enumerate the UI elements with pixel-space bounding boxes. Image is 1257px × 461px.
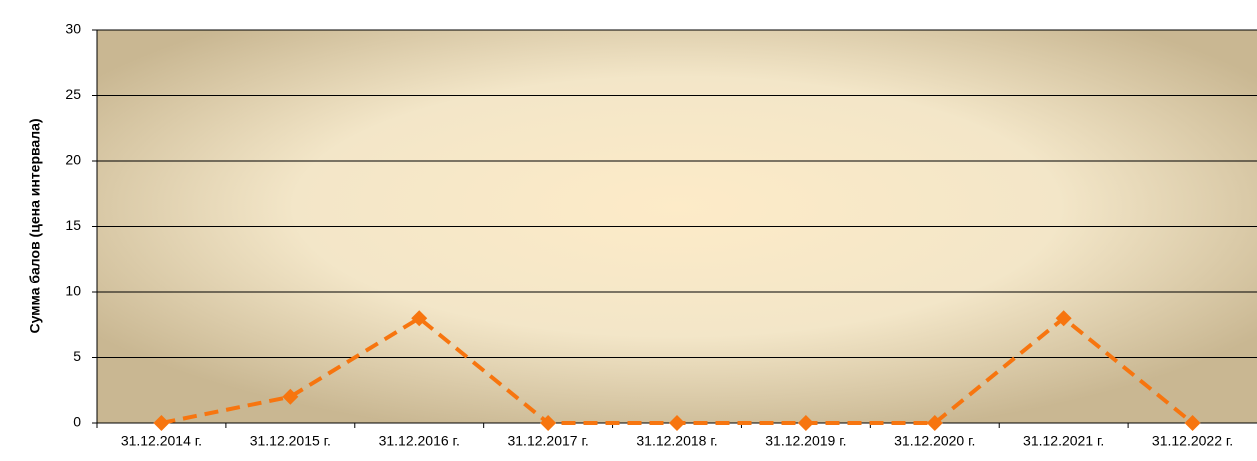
y-tick-label: 10 [65, 283, 81, 299]
y-tick-label: 25 [65, 86, 81, 102]
x-tick-label: 31.12.2021 г. [1023, 433, 1104, 449]
x-tick-label: 31.12.2020 г. [894, 433, 975, 449]
y-tick-label: 5 [73, 348, 81, 364]
x-tick-label: 31.12.2016 г. [379, 433, 460, 449]
point [540, 415, 557, 431]
y-axis-title: Сумма балов (цена интервала) [27, 118, 43, 333]
point [1055, 310, 1072, 327]
x-tick-label: 31.12.2015 г. [250, 433, 331, 449]
point [926, 415, 943, 431]
x-tick-label: 31.12.2022 г. [1152, 433, 1233, 449]
y-tick-label: 20 [65, 152, 81, 168]
y-tick-label: 30 [65, 21, 81, 37]
y-tick-label: 15 [65, 217, 81, 233]
point [797, 415, 814, 431]
x-tick-label: 31.12.2018 г. [636, 433, 717, 449]
x-tick-label: 31.12.2014 г. [121, 433, 202, 449]
point [153, 415, 170, 431]
x-tick-label: 31.12.2017 г. [507, 433, 588, 449]
x-tick-label: 31.12.2019 г. [765, 433, 846, 449]
point [669, 415, 685, 431]
y-tick-label: 0 [73, 414, 81, 430]
point [282, 388, 299, 405]
point [411, 310, 428, 327]
point [1184, 415, 1201, 431]
